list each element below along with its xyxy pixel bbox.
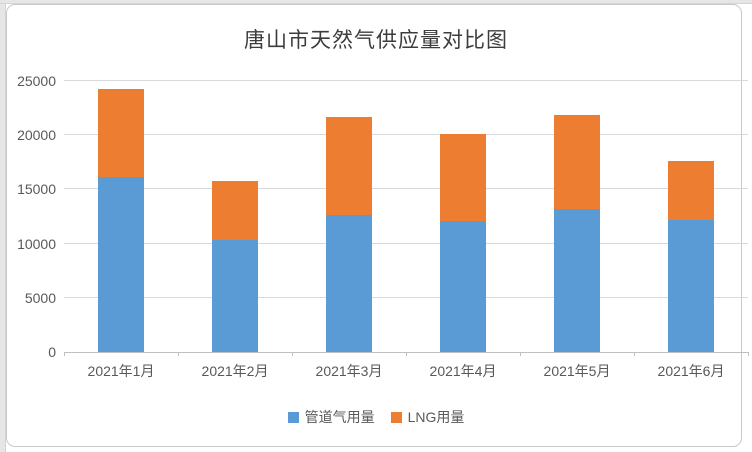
legend-item[interactable]: LNG用量	[390, 407, 465, 427]
plot-area	[64, 80, 748, 353]
gridline	[64, 188, 748, 190]
gridline	[64, 242, 748, 244]
x-axis-tick	[406, 352, 407, 356]
legend-swatch-icon	[390, 411, 402, 423]
x-axis-tick	[292, 352, 293, 356]
bar-segment[interactable]	[668, 160, 714, 220]
x-axis-tick	[634, 352, 635, 356]
x-tick-label: 2021年6月	[657, 363, 725, 379]
legend-label: LNG用量	[407, 409, 465, 425]
y-tick-label: 10000	[17, 235, 56, 252]
y-tick-label: 15000	[17, 181, 56, 198]
y-tick-label: 20000	[17, 127, 56, 144]
legend-swatch-icon	[287, 411, 299, 423]
x-axis-tick	[178, 352, 179, 356]
bar-segment[interactable]	[554, 114, 600, 209]
bar-segment[interactable]	[98, 89, 144, 178]
gridline	[64, 80, 748, 81]
y-tick-label: 0	[48, 344, 56, 360]
bar-segment[interactable]	[326, 215, 372, 352]
chart-title: 唐山市天然气供应量对比图	[244, 29, 508, 52]
x-tick-label: 2021年2月	[201, 363, 269, 379]
bar-segment[interactable]	[326, 116, 372, 216]
x-axis-tick	[520, 352, 521, 356]
x-tick-label: 2021年4月	[429, 363, 497, 379]
bar-segment[interactable]	[212, 239, 258, 352]
bar-segment[interactable]	[440, 133, 486, 221]
x-axis-tick	[64, 352, 65, 356]
legend-item[interactable]: 管道气用量	[287, 407, 375, 427]
x-axis-tick	[748, 352, 749, 356]
legend: 管道气用量 LNG用量	[0, 407, 752, 427]
x-tick-label: 2021年1月	[87, 363, 155, 379]
bar-segment[interactable]	[668, 219, 714, 352]
top-edge-strip	[0, 0, 752, 4]
legend-label: 管道气用量	[304, 409, 375, 425]
bar-segment[interactable]	[554, 208, 600, 352]
bar-segment[interactable]	[440, 220, 486, 352]
bar-segment[interactable]	[212, 181, 258, 240]
bar-segment[interactable]	[98, 177, 144, 352]
gridline	[64, 134, 748, 136]
gridline	[64, 296, 748, 298]
y-tick-label: 25000	[17, 73, 56, 89]
x-tick-label: 2021年5月	[543, 363, 611, 379]
left-edge-strip	[0, 0, 6, 452]
x-tick-label: 2021年3月	[315, 363, 383, 379]
y-tick-label: 5000	[24, 289, 56, 306]
